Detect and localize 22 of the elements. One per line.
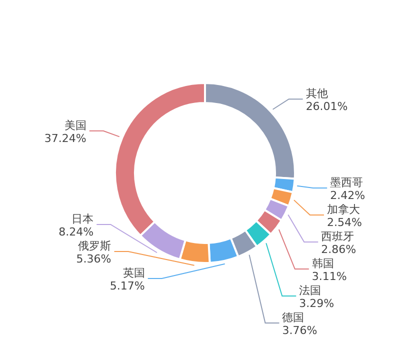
data-label: 3.11% xyxy=(312,270,347,284)
slice-label: 美国 xyxy=(64,118,86,132)
data-label: 3.76% xyxy=(282,324,318,338)
data-label: 2.42% xyxy=(330,189,366,202)
data-label: 2.54% xyxy=(326,216,362,230)
data-label: 8.24% xyxy=(58,226,94,239)
slice-label: 英国 xyxy=(122,266,145,280)
slice-label: 西班牙 xyxy=(321,230,354,244)
data-label: 5.36% xyxy=(76,252,112,266)
slice-label: 墨西哥 xyxy=(330,176,364,190)
data-label: 5.17% xyxy=(110,280,145,293)
data-label: 37.24% xyxy=(44,132,86,145)
data-label: 3.29% xyxy=(299,297,334,310)
slice-label: 俄罗斯 xyxy=(78,240,112,253)
slice-label: 其他 xyxy=(306,87,328,100)
slice-label: 日本 xyxy=(72,212,94,226)
slice-label: 加拿大 xyxy=(326,203,360,216)
data-label: 2.86% xyxy=(321,243,356,256)
slice-label: 德国 xyxy=(282,311,304,324)
data-label: 26.01% xyxy=(306,100,348,114)
slice-label: 法国 xyxy=(299,284,322,298)
slice-label: 韩国 xyxy=(312,257,334,270)
